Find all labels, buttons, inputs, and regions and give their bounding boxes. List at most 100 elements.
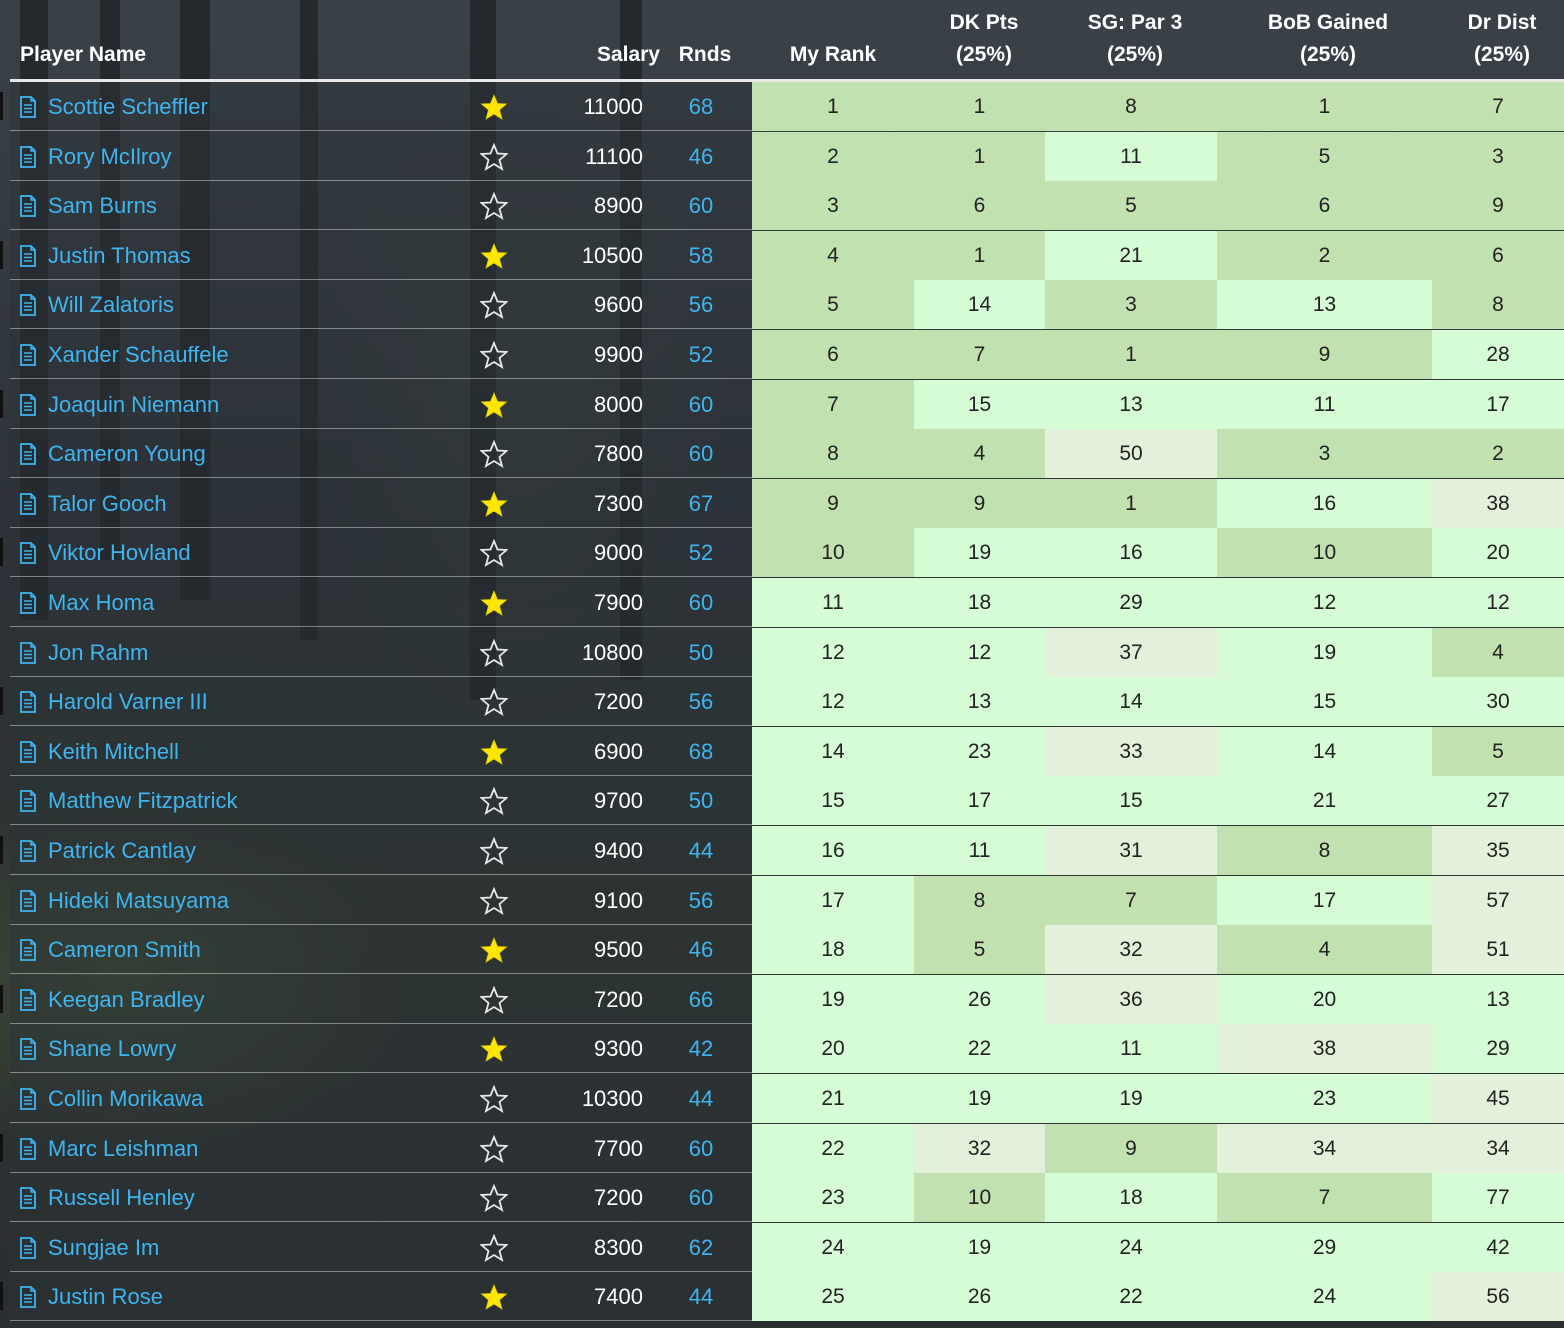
star-filled-icon[interactable] [480, 738, 508, 766]
star-outline-icon[interactable] [479, 1183, 509, 1213]
rounds-link[interactable]: 50 [688, 639, 714, 665]
table-row[interactable]: Keith Mitchell 6900 68 14 23 33 14 5 [10, 726, 1564, 776]
document-icon[interactable] [19, 294, 37, 317]
rounds-link[interactable]: 67 [688, 490, 714, 516]
rounds-link[interactable]: 62 [688, 1234, 714, 1260]
player-name-link[interactable]: Rory McIlroy [48, 143, 172, 169]
table-row[interactable]: Marc Leishman 7700 60 22 32 9 34 34 [0, 1123, 1564, 1173]
rounds-link[interactable]: 56 [688, 689, 714, 715]
player-name-link[interactable]: Will Zalatoris [48, 292, 174, 318]
document-icon[interactable] [19, 244, 37, 267]
rounds-link[interactable]: 56 [688, 292, 714, 318]
table-row[interactable]: Cameron Smith 9500 46 18 5 32 4 51 [10, 925, 1564, 975]
document-icon[interactable] [19, 1187, 37, 1210]
document-icon[interactable] [19, 840, 37, 862]
rounds-link[interactable]: 60 [688, 1135, 714, 1161]
column-header-dk-pts[interactable]: DK Pts [949, 11, 1019, 34]
star-outline-icon[interactable] [479, 439, 509, 469]
star-outline-icon[interactable] [479, 985, 509, 1014]
rounds-link[interactable]: 52 [688, 342, 714, 367]
document-icon[interactable] [19, 393, 37, 416]
star-outline-icon[interactable] [479, 539, 509, 568]
document-icon[interactable] [19, 988, 37, 1011]
star-filled-icon[interactable] [480, 1035, 508, 1063]
document-icon[interactable] [19, 889, 37, 912]
document-icon[interactable] [19, 1038, 37, 1061]
star-filled-icon[interactable] [480, 242, 508, 270]
rounds-link[interactable]: 60 [688, 441, 714, 467]
document-icon[interactable] [19, 592, 37, 614]
player-name-link[interactable]: Patrick Cantlay [48, 838, 196, 863]
player-name-link[interactable]: Harold Varner III [48, 689, 208, 715]
table-row[interactable]: Sam Burns 8900 60 3 6 5 6 9 [10, 181, 1564, 231]
star-filled-icon[interactable] [480, 1283, 508, 1311]
document-icon[interactable] [19, 1088, 37, 1110]
table-row[interactable]: Will Zalatoris 9600 56 5 14 3 13 8 [10, 280, 1564, 330]
player-name-link[interactable]: Collin Morikawa [48, 1086, 204, 1111]
table-row[interactable]: Shane Lowry 9300 42 20 22 11 38 29 [10, 1024, 1564, 1074]
table-row[interactable]: Jon Rahm 10800 50 12 12 37 19 4 [10, 627, 1564, 677]
rounds-link[interactable]: 66 [688, 986, 714, 1012]
table-row[interactable]: Rory McIlroy 11100 46 2 1 11 5 3 [10, 131, 1564, 181]
table-row[interactable]: Justin Rose 7400 44 25 26 22 24 56 [0, 1272, 1564, 1322]
column-header-my-rank[interactable]: My Rank [789, 43, 877, 66]
column-header-sg-par3[interactable]: SG: Par 3 [1087, 11, 1183, 34]
rounds-link[interactable]: 52 [688, 540, 714, 566]
player-name-link[interactable]: Shane Lowry [48, 1036, 177, 1062]
star-outline-icon[interactable] [479, 340, 509, 369]
table-row[interactable]: Russell Henley 7200 60 23 10 18 7 77 [10, 1173, 1564, 1223]
rounds-link[interactable]: 60 [688, 193, 714, 219]
document-icon[interactable] [19, 344, 37, 366]
star-outline-icon[interactable] [479, 191, 509, 221]
document-icon[interactable] [19, 492, 37, 515]
rounds-link[interactable]: 60 [688, 590, 714, 615]
player-name-link[interactable]: Hideki Matsuyama [48, 887, 229, 913]
table-row[interactable]: Sungjae Im 8300 62 24 19 24 29 42 [10, 1222, 1564, 1272]
document-icon[interactable] [19, 1137, 37, 1160]
document-icon[interactable] [19, 1236, 37, 1259]
star-filled-icon[interactable] [480, 391, 508, 419]
rounds-link[interactable]: 60 [688, 1185, 714, 1211]
rounds-link[interactable]: 58 [688, 242, 714, 268]
rounds-link[interactable]: 56 [688, 887, 714, 913]
table-row[interactable]: Hideki Matsuyama 9100 56 17 8 7 17 57 [10, 875, 1564, 925]
table-row[interactable]: Keegan Bradley 7200 66 19 26 36 20 13 [0, 974, 1564, 1024]
rounds-link[interactable]: 44 [688, 1086, 714, 1111]
column-header-rnds[interactable]: Rnds [678, 43, 732, 66]
player-name-link[interactable]: Keith Mitchell [48, 738, 179, 764]
star-filled-icon[interactable] [480, 936, 508, 964]
star-filled-icon[interactable] [480, 490, 508, 518]
player-name-link[interactable]: Xander Schauffele [48, 342, 229, 367]
player-name-link[interactable]: Talor Gooch [48, 490, 167, 516]
player-name-link[interactable]: Justin Thomas [48, 242, 191, 268]
table-row[interactable]: Harold Varner III 7200 56 12 13 14 15 30 [0, 677, 1564, 727]
star-outline-icon[interactable] [479, 787, 509, 816]
player-name-link[interactable]: Sungjae Im [48, 1234, 160, 1260]
star-outline-icon[interactable] [479, 886, 509, 915]
table-row[interactable]: Patrick Cantlay 9400 44 16 11 31 8 35 [0, 826, 1564, 875]
table-row[interactable]: Matthew Fitzpatrick 9700 50 15 17 15 21 27 [10, 776, 1564, 826]
player-name-link[interactable]: Russell Henley [48, 1185, 195, 1211]
player-name-link[interactable]: Keegan Bradley [48, 986, 205, 1012]
rounds-link[interactable]: 42 [688, 1036, 714, 1062]
player-name-link[interactable]: Jon Rahm [48, 639, 149, 665]
player-name-link[interactable]: Justin Rose [48, 1284, 163, 1310]
document-icon[interactable] [19, 790, 37, 813]
table-row[interactable]: Collin Morikawa 10300 44 21 19 19 23 45 [10, 1074, 1564, 1123]
player-name-link[interactable]: Max Homa [48, 590, 155, 615]
document-icon[interactable] [19, 96, 37, 118]
star-outline-icon[interactable] [479, 1084, 509, 1113]
star-outline-icon[interactable] [479, 687, 509, 717]
star-outline-icon[interactable] [479, 836, 509, 865]
column-header-salary[interactable]: Salary [596, 43, 660, 66]
star-outline-icon[interactable] [479, 142, 509, 171]
column-header-player-name[interactable]: Player Name [20, 43, 147, 66]
star-filled-icon[interactable] [480, 93, 508, 121]
player-name-link[interactable]: Cameron Smith [48, 937, 201, 963]
rounds-link[interactable]: 68 [688, 94, 714, 119]
document-icon[interactable] [19, 443, 37, 466]
table-row[interactable]: Justin Thomas 10500 58 4 1 21 2 6 [0, 230, 1564, 280]
player-name-link[interactable]: Cameron Young [48, 441, 206, 467]
rounds-link[interactable]: 68 [688, 738, 714, 764]
table-row[interactable]: Viktor Hovland 9000 52 10 19 16 10 20 [0, 528, 1564, 578]
